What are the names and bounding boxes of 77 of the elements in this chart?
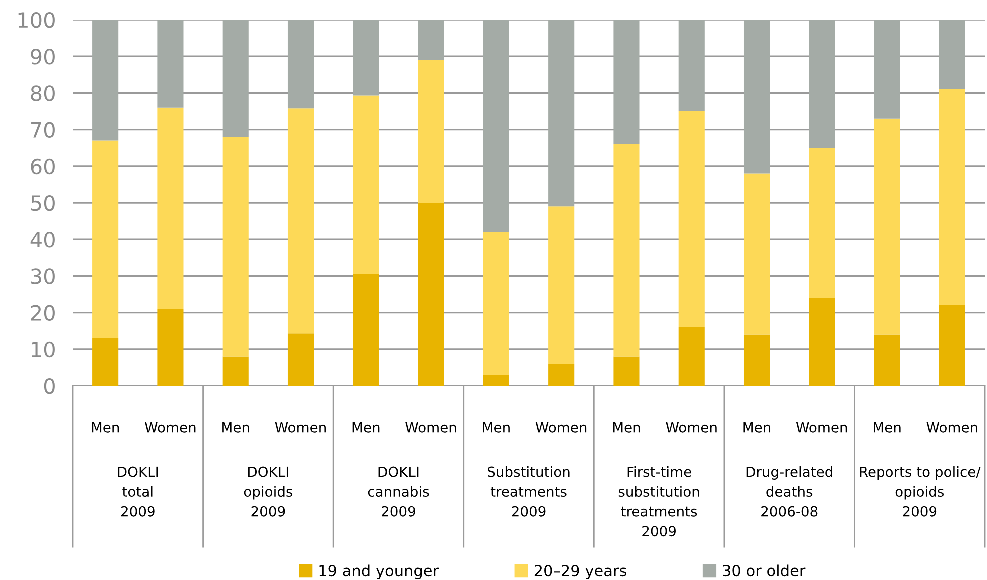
bar — [418, 203, 444, 386]
bar — [353, 96, 380, 274]
text: Drug-related deaths 2006-08 — [746, 466, 832, 517]
x-tick-label: Women — [275, 422, 326, 433]
x-tick-label: Women — [796, 422, 848, 433]
x-tick-label: Men — [483, 422, 510, 433]
bar — [744, 20, 770, 174]
y-tick-label: 50 — [31, 195, 55, 212]
bar — [809, 148, 836, 298]
bar — [548, 206, 575, 364]
x-tick-label: Men — [744, 422, 771, 433]
bar — [548, 20, 575, 207]
bar — [939, 90, 966, 306]
y-tick-label: 60 — [31, 158, 55, 175]
bar — [418, 20, 444, 60]
x-tick-label: Men — [613, 422, 640, 433]
bar — [222, 137, 249, 357]
y-tick-label: 0 — [44, 378, 55, 394]
y-tick-label: 30 — [31, 268, 55, 284]
text: DOKLI total 2009 — [118, 466, 158, 517]
text: Reports to police/ opioids 2009 — [860, 466, 981, 517]
bar — [548, 364, 575, 386]
bar — [483, 232, 510, 376]
bar — [222, 356, 249, 386]
bar — [678, 112, 705, 328]
legend-label: 20–29 years — [534, 565, 626, 580]
y-tick-label: 100 — [18, 12, 55, 28]
text: DOKLI cannabis 2009 — [368, 466, 430, 517]
bar — [483, 20, 510, 232]
x-tick-label: Women — [145, 422, 196, 433]
x-tick-label: Men — [352, 422, 380, 433]
x-tick-label: Women — [926, 422, 978, 433]
bar — [939, 305, 966, 386]
x-tick-label: Men — [92, 422, 120, 433]
y-tick-label: 70 — [32, 122, 55, 138]
x-tick-label: Women — [536, 422, 587, 433]
bar — [678, 327, 705, 386]
bar — [483, 375, 510, 386]
x-tick-label: Women — [666, 422, 717, 433]
bar — [939, 20, 966, 90]
bar — [614, 20, 640, 144]
bar — [874, 118, 900, 335]
bar — [874, 20, 900, 119]
bar — [874, 334, 900, 386]
bar — [158, 309, 184, 386]
text: Substitution treatments 2009 — [488, 466, 570, 517]
bar — [222, 20, 249, 138]
y-tick-label: 80 — [31, 86, 55, 102]
bar — [353, 274, 380, 386]
bar — [288, 334, 314, 386]
text: First-time substitution treatments 2009 — [618, 466, 700, 537]
y-tick-label: 10 — [32, 342, 55, 358]
bar — [744, 174, 770, 335]
x-tick-label: Men — [874, 422, 901, 433]
bar — [744, 334, 770, 386]
bar — [809, 20, 836, 148]
bar — [678, 20, 705, 112]
legend-label: 19 and younger — [320, 564, 440, 580]
y-tick-label: 40 — [30, 232, 55, 248]
y-tick-label: 20 — [31, 305, 55, 322]
legend-label: 30 or older — [723, 564, 806, 577]
bar — [92, 140, 119, 338]
bar — [614, 356, 640, 386]
bar — [158, 20, 184, 108]
bar — [288, 108, 314, 334]
x-tick-label: Men — [222, 422, 250, 433]
bar — [809, 298, 836, 386]
bar — [158, 108, 184, 310]
bar — [353, 20, 380, 96]
bar — [288, 20, 314, 109]
text: DOKLI opioids 2009 — [244, 466, 293, 517]
y-tick-label: 90 — [31, 49, 55, 65]
bar — [92, 338, 119, 386]
bar — [614, 144, 640, 357]
x-tick-label: Women — [406, 422, 456, 433]
bar — [92, 20, 119, 141]
bar — [418, 60, 444, 203]
